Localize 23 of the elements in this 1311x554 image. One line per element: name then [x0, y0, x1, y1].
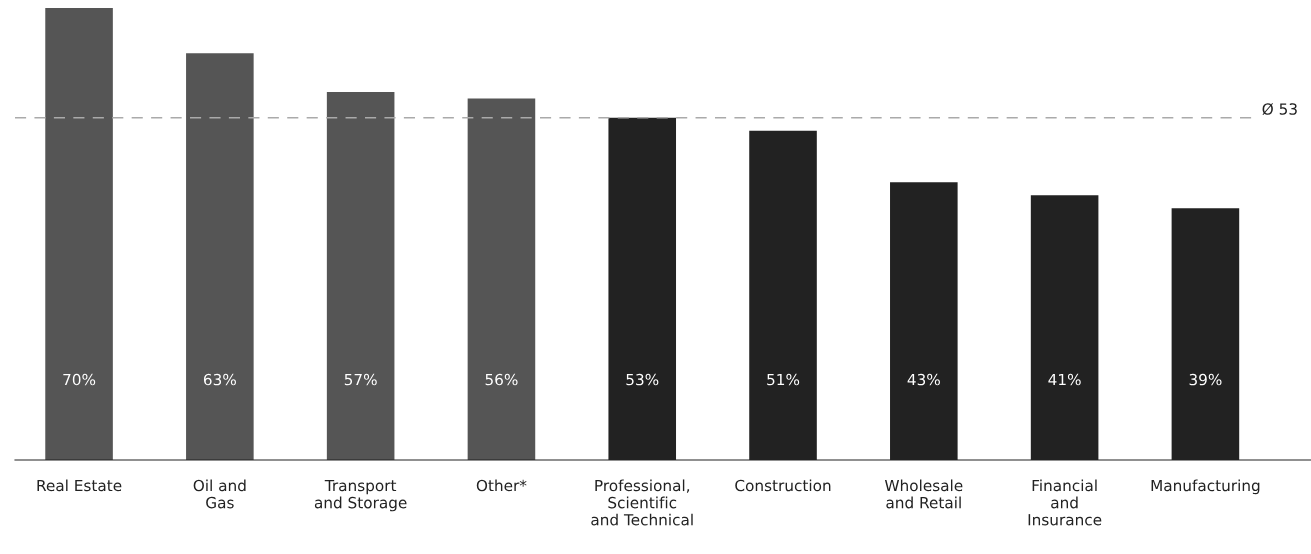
x-tick-label: Financial and Insurance — [1028, 479, 1102, 526]
data-label: 51% — [767, 373, 800, 386]
x-tick-label: Wholesale and Retail — [884, 479, 963, 509]
data-label: 53% — [626, 373, 659, 386]
bar — [467, 98, 536, 460]
x-tick-label: Construction — [735, 479, 831, 492]
x-tick-label: Transport and Storage — [314, 479, 407, 512]
bar — [186, 53, 254, 460]
data-label: 39% — [1189, 373, 1222, 386]
bar — [326, 91, 395, 460]
x-tick-label: Other* — [476, 479, 527, 492]
ref-line-label: Ø 53 — [1262, 102, 1297, 116]
x-tick-label: Professional, Scientific and Technical — [591, 479, 693, 526]
data-label: 70% — [63, 373, 96, 386]
bar — [45, 8, 113, 460]
x-tick-label: Real Estate — [37, 479, 122, 492]
x-tick-label: Manufacturing — [1151, 479, 1260, 495]
data-label: 43% — [907, 373, 940, 386]
data-label: 57% — [344, 373, 377, 386]
x-tick-label: Oil and Gas — [193, 479, 246, 509]
data-label: 56% — [485, 373, 518, 386]
data-label: 41% — [1048, 373, 1081, 386]
data-label: 63% — [203, 373, 236, 386]
